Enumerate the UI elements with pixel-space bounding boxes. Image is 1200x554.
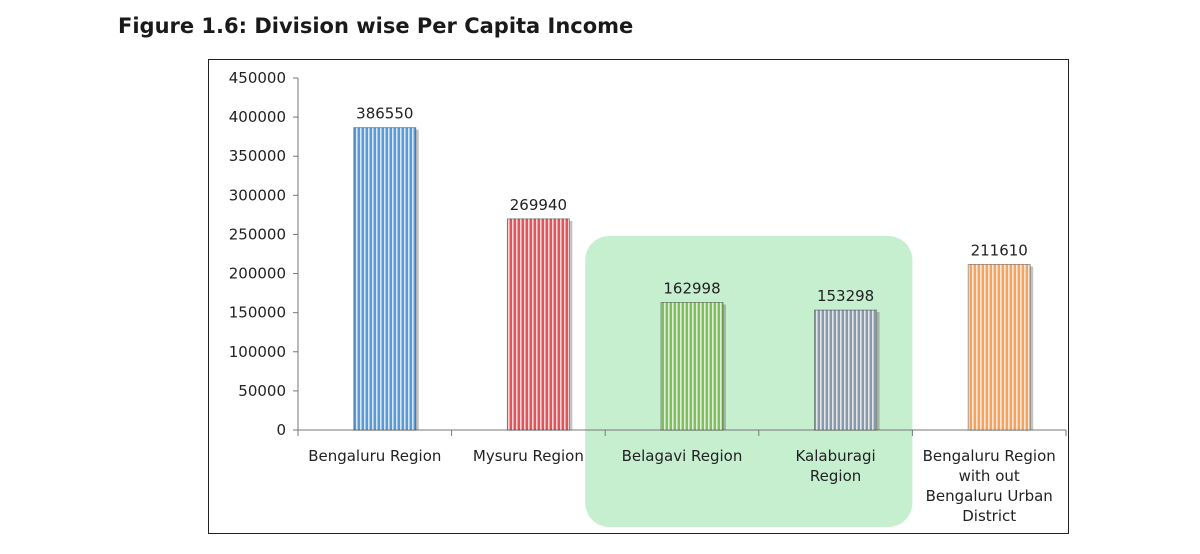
y-tick-label: 250000 [229, 225, 286, 243]
bar-stripes [661, 302, 723, 430]
bar-outline [353, 127, 417, 431]
y-tick-label: 50000 [238, 382, 286, 400]
bar-stripes [814, 310, 877, 430]
y-tick-label: 100000 [229, 343, 286, 361]
bar-group [353, 127, 419, 431]
y-tick-label: 200000 [229, 265, 286, 283]
data-label: 211610 [971, 241, 1028, 259]
data-label: 386550 [356, 105, 413, 123]
y-tick-label: 450000 [229, 69, 286, 87]
bar-stripes [507, 218, 570, 430]
chart-frame [208, 59, 1069, 534]
category-label: Kalaburagi Region [795, 447, 875, 485]
bar-stripes [353, 127, 416, 430]
y-tick-label: 400000 [229, 108, 286, 126]
y-tick-label: 300000 [229, 186, 286, 204]
bar-outline [506, 218, 570, 431]
data-label: 153298 [817, 287, 874, 305]
category-label: Mysuru Region [473, 447, 584, 465]
bar-stripes [968, 264, 1031, 430]
data-label: 269940 [510, 196, 567, 214]
y-tick-label: 350000 [229, 147, 286, 165]
figure-title: Figure 1.6: Division wise Per Capita Inc… [118, 14, 634, 38]
bar-group [814, 309, 880, 431]
bar-outline [660, 301, 724, 431]
category-label: Belagavi Region [622, 447, 743, 465]
bar-outline [814, 309, 878, 431]
category-label: Bengaluru Region [308, 447, 441, 465]
bar-group [967, 263, 1034, 431]
bar-outline [967, 263, 1031, 431]
data-label: 162998 [663, 279, 720, 297]
bar-group [660, 301, 726, 431]
y-tick-label: 150000 [229, 304, 286, 322]
bar-group [506, 218, 573, 431]
category-label: Bengaluru Region with out Bengaluru Urban D… [923, 447, 1056, 525]
y-tick-label: 0 [276, 421, 286, 439]
